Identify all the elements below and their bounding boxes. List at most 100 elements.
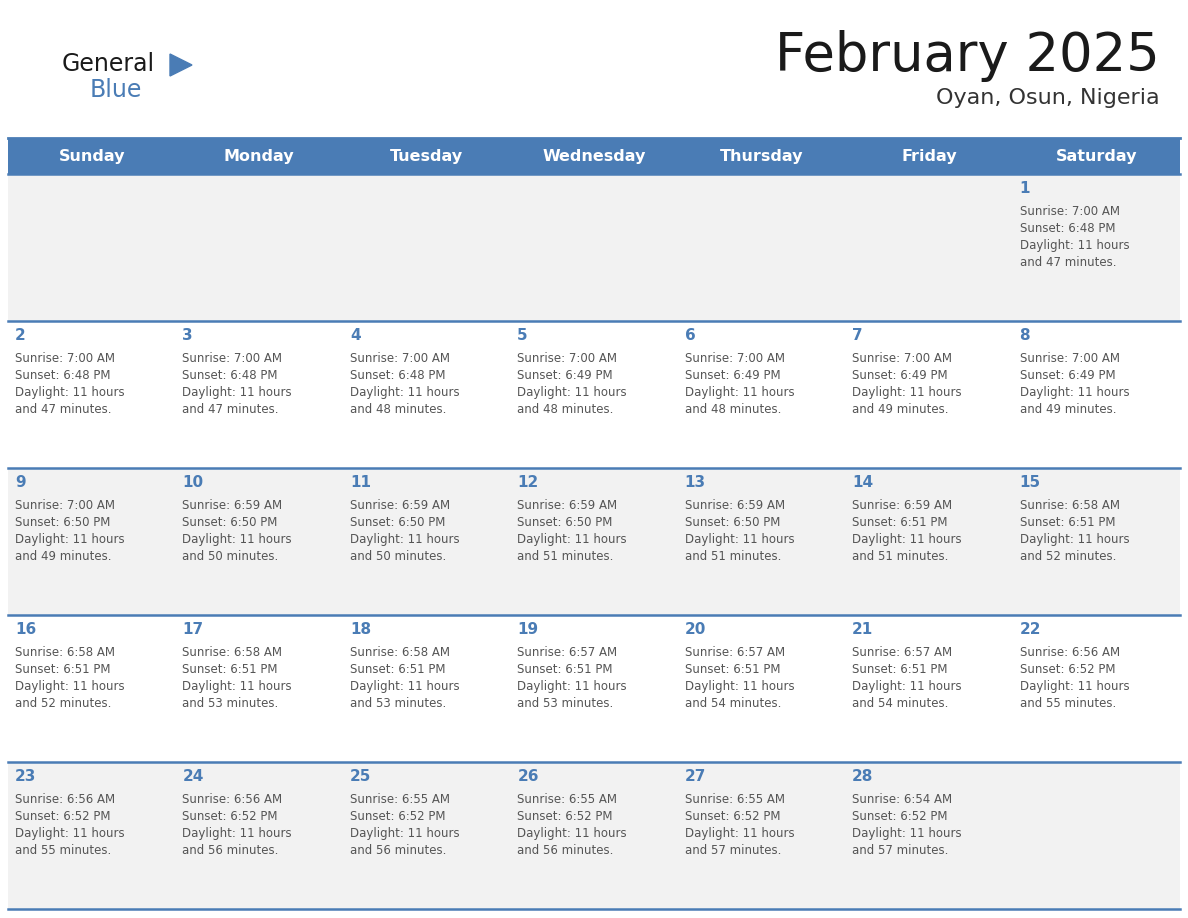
Text: and 47 minutes.: and 47 minutes. <box>1019 256 1116 269</box>
Text: 24: 24 <box>183 769 204 784</box>
Bar <box>677 138 845 174</box>
Text: Daylight: 11 hours: Daylight: 11 hours <box>517 680 627 693</box>
Text: 3: 3 <box>183 328 194 343</box>
Text: and 51 minutes.: and 51 minutes. <box>684 550 781 563</box>
Text: 25: 25 <box>349 769 371 784</box>
Text: Daylight: 11 hours: Daylight: 11 hours <box>183 533 292 546</box>
Text: and 48 minutes.: and 48 minutes. <box>349 403 447 416</box>
Text: Sunrise: 6:57 AM: Sunrise: 6:57 AM <box>517 646 618 659</box>
Text: and 54 minutes.: and 54 minutes. <box>852 697 948 710</box>
Text: Sunset: 6:50 PM: Sunset: 6:50 PM <box>15 516 110 529</box>
Text: 14: 14 <box>852 475 873 490</box>
Text: Monday: Monday <box>223 149 295 163</box>
Text: 28: 28 <box>852 769 873 784</box>
Text: 22: 22 <box>1019 622 1041 637</box>
Text: Sunset: 6:52 PM: Sunset: 6:52 PM <box>1019 663 1116 676</box>
Text: Sunset: 6:51 PM: Sunset: 6:51 PM <box>349 663 446 676</box>
Text: and 53 minutes.: and 53 minutes. <box>349 697 447 710</box>
Text: Daylight: 11 hours: Daylight: 11 hours <box>15 680 125 693</box>
Text: 23: 23 <box>15 769 37 784</box>
Bar <box>8 468 1180 615</box>
Text: and 48 minutes.: and 48 minutes. <box>517 403 614 416</box>
Text: February 2025: February 2025 <box>776 30 1159 82</box>
Text: and 54 minutes.: and 54 minutes. <box>684 697 781 710</box>
Text: and 52 minutes.: and 52 minutes. <box>15 697 112 710</box>
Text: Sunrise: 6:56 AM: Sunrise: 6:56 AM <box>15 793 115 806</box>
Text: Sunrise: 7:00 AM: Sunrise: 7:00 AM <box>349 352 450 365</box>
Text: Sunrise: 6:55 AM: Sunrise: 6:55 AM <box>349 793 450 806</box>
Text: and 49 minutes.: and 49 minutes. <box>1019 403 1116 416</box>
Text: Sunset: 6:49 PM: Sunset: 6:49 PM <box>684 369 781 382</box>
Bar <box>343 138 511 174</box>
Text: 4: 4 <box>349 328 360 343</box>
Text: and 55 minutes.: and 55 minutes. <box>1019 697 1116 710</box>
Text: Sunset: 6:52 PM: Sunset: 6:52 PM <box>15 810 110 823</box>
Bar <box>8 615 1180 762</box>
Text: and 50 minutes.: and 50 minutes. <box>183 550 279 563</box>
Text: and 55 minutes.: and 55 minutes. <box>15 844 112 857</box>
Text: Sunset: 6:52 PM: Sunset: 6:52 PM <box>183 810 278 823</box>
Text: Sunrise: 7:00 AM: Sunrise: 7:00 AM <box>684 352 785 365</box>
Text: Sunrise: 6:56 AM: Sunrise: 6:56 AM <box>1019 646 1120 659</box>
Text: Sunrise: 6:59 AM: Sunrise: 6:59 AM <box>349 499 450 512</box>
Text: and 49 minutes.: and 49 minutes. <box>15 550 112 563</box>
Text: 1: 1 <box>1019 181 1030 196</box>
Text: Daylight: 11 hours: Daylight: 11 hours <box>349 680 460 693</box>
Bar <box>8 762 1180 909</box>
Text: Sunrise: 6:59 AM: Sunrise: 6:59 AM <box>517 499 618 512</box>
Text: and 47 minutes.: and 47 minutes. <box>15 403 112 416</box>
Text: 11: 11 <box>349 475 371 490</box>
Text: and 48 minutes.: and 48 minutes. <box>684 403 781 416</box>
Text: Oyan, Osun, Nigeria: Oyan, Osun, Nigeria <box>936 88 1159 108</box>
Text: Daylight: 11 hours: Daylight: 11 hours <box>1019 386 1130 399</box>
Polygon shape <box>170 54 192 76</box>
Text: Sunrise: 6:54 AM: Sunrise: 6:54 AM <box>852 793 953 806</box>
Text: 8: 8 <box>1019 328 1030 343</box>
Text: Daylight: 11 hours: Daylight: 11 hours <box>852 680 962 693</box>
Text: Sunset: 6:51 PM: Sunset: 6:51 PM <box>15 663 110 676</box>
Text: Daylight: 11 hours: Daylight: 11 hours <box>684 386 795 399</box>
Text: Daylight: 11 hours: Daylight: 11 hours <box>1019 680 1130 693</box>
Text: Sunset: 6:49 PM: Sunset: 6:49 PM <box>1019 369 1116 382</box>
Text: Sunrise: 7:00 AM: Sunrise: 7:00 AM <box>852 352 952 365</box>
Bar <box>176 138 343 174</box>
Text: Daylight: 11 hours: Daylight: 11 hours <box>517 827 627 840</box>
Text: Sunrise: 6:56 AM: Sunrise: 6:56 AM <box>183 793 283 806</box>
Text: Daylight: 11 hours: Daylight: 11 hours <box>349 533 460 546</box>
Text: Sunrise: 6:57 AM: Sunrise: 6:57 AM <box>684 646 785 659</box>
Text: Sunset: 6:48 PM: Sunset: 6:48 PM <box>15 369 110 382</box>
Text: and 57 minutes.: and 57 minutes. <box>852 844 948 857</box>
Text: Daylight: 11 hours: Daylight: 11 hours <box>349 827 460 840</box>
Bar <box>845 138 1012 174</box>
Text: Sunrise: 6:59 AM: Sunrise: 6:59 AM <box>183 499 283 512</box>
Text: 6: 6 <box>684 328 695 343</box>
Text: Sunset: 6:51 PM: Sunset: 6:51 PM <box>684 663 781 676</box>
Text: Tuesday: Tuesday <box>390 149 463 163</box>
Text: and 56 minutes.: and 56 minutes. <box>349 844 447 857</box>
Text: 13: 13 <box>684 475 706 490</box>
Text: Sunset: 6:52 PM: Sunset: 6:52 PM <box>852 810 948 823</box>
Text: Saturday: Saturday <box>1055 149 1137 163</box>
Text: Sunset: 6:51 PM: Sunset: 6:51 PM <box>517 663 613 676</box>
Bar <box>8 321 1180 468</box>
Text: Sunrise: 6:58 AM: Sunrise: 6:58 AM <box>1019 499 1119 512</box>
Text: 20: 20 <box>684 622 706 637</box>
Text: 26: 26 <box>517 769 539 784</box>
Bar <box>1012 138 1180 174</box>
Text: 27: 27 <box>684 769 706 784</box>
Text: Sunset: 6:48 PM: Sunset: 6:48 PM <box>183 369 278 382</box>
Text: 16: 16 <box>15 622 37 637</box>
Text: 15: 15 <box>1019 475 1041 490</box>
Text: Daylight: 11 hours: Daylight: 11 hours <box>349 386 460 399</box>
Text: and 51 minutes.: and 51 minutes. <box>852 550 948 563</box>
Text: Sunset: 6:51 PM: Sunset: 6:51 PM <box>183 663 278 676</box>
Text: Sunset: 6:49 PM: Sunset: 6:49 PM <box>852 369 948 382</box>
Text: and 52 minutes.: and 52 minutes. <box>1019 550 1116 563</box>
Text: Sunrise: 7:00 AM: Sunrise: 7:00 AM <box>517 352 618 365</box>
Text: and 56 minutes.: and 56 minutes. <box>183 844 279 857</box>
Text: Sunset: 6:52 PM: Sunset: 6:52 PM <box>349 810 446 823</box>
Text: Daylight: 11 hours: Daylight: 11 hours <box>684 533 795 546</box>
Text: Sunrise: 6:59 AM: Sunrise: 6:59 AM <box>684 499 785 512</box>
Text: and 57 minutes.: and 57 minutes. <box>684 844 781 857</box>
Text: Sunrise: 6:58 AM: Sunrise: 6:58 AM <box>183 646 283 659</box>
